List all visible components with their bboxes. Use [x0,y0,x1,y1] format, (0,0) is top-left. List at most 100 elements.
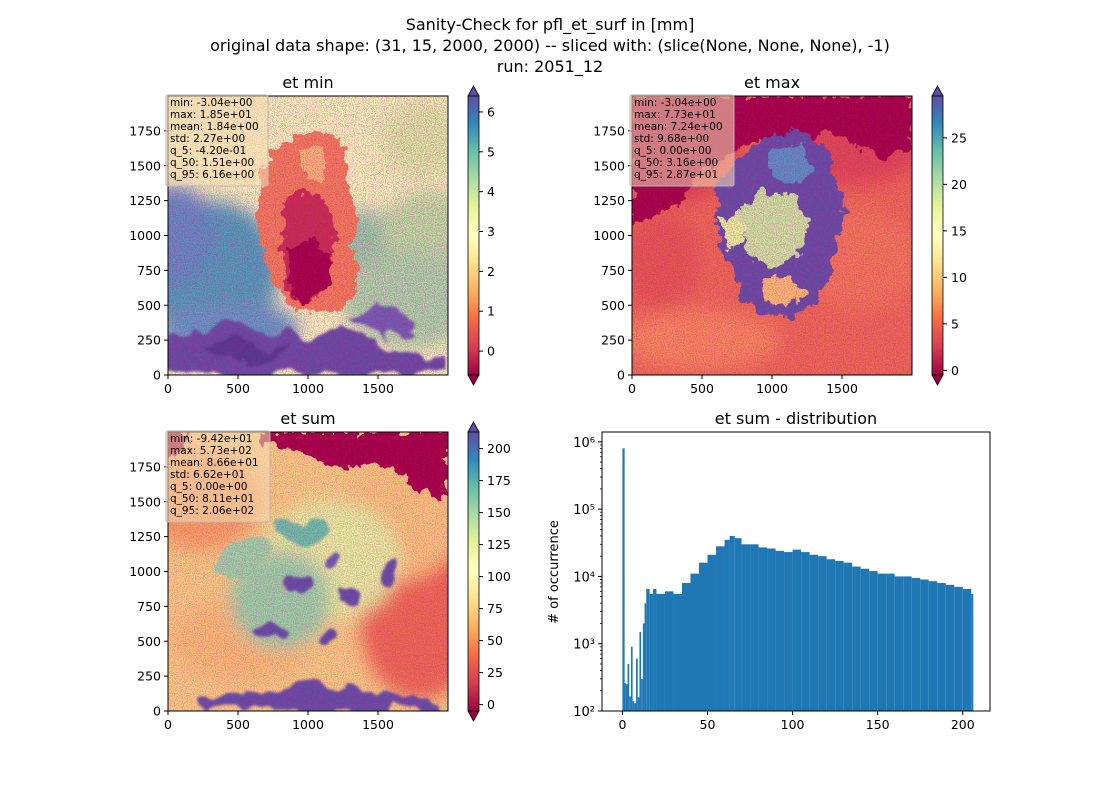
histogram-bar [649,593,654,711]
histogram-bar [903,576,912,711]
suptitle-line2: original data shape: (31, 15, 2000, 2000… [210,36,890,55]
histogram-bar [869,571,878,711]
panel-title: et sum [280,409,335,428]
histogram-bar [860,568,870,711]
colorbar-tick-label: 50 [487,633,503,648]
y-tick-label: 1750 [129,123,161,138]
colorbar-extend-min [467,710,480,722]
histogram-bar [920,579,929,711]
x-tick-label: 0 [164,381,172,396]
stats-line: std: 9.68e+00 [634,133,709,145]
y-tick-label: 500 [137,298,161,313]
stats-line: max: 7.73e+01 [634,109,716,121]
x-tick-label: 1500 [362,381,394,396]
y-tick-label: 10⁶ [573,436,595,451]
histogram-bar [632,701,635,711]
y-tick-label: 1750 [129,459,161,474]
y-tick-label: 0 [153,368,161,383]
y-axis: 0 250 500 750 1000 1250 1500 1750 [129,123,168,383]
y-tick-label: 250 [601,333,625,348]
histogram-bar [707,554,717,711]
x-tick-label: 1000 [756,381,788,396]
histogram-bar [734,538,742,711]
stats-line: std: 6.62e+01 [170,469,245,481]
y-tick-label: 1250 [593,193,625,208]
stats-line: q_5: 0.00e+00 [170,481,247,493]
y-tick-label: 1000 [129,228,161,243]
stats-line: mean: 7.24e+00 [634,121,723,133]
colorbar-tick-label: 25 [951,130,967,145]
colorbar-tick-label: 0 [487,697,495,712]
colorbar: 0 1 2 3 4 5 6 [467,85,495,386]
stats-line: min: -3.04e+00 [634,97,716,109]
stats-line: q_95: 2.06e+02 [170,505,254,517]
histogram-bar [664,591,674,711]
histogram-bar [792,549,802,711]
colorbar: 0 25 50 75 100 125 150 175 200 [467,421,511,722]
stats-line: min: -9.42e+01 [170,433,252,445]
colorbar-tick-label: 0 [487,344,495,359]
stats-line: q_95: 2.87e+01 [634,169,718,181]
x-axis: 0 500 1000 1500 [164,375,394,396]
colorbar-tick-label: 25 [487,665,503,680]
stats-line: q_5: -4.20e-01 [170,145,246,157]
y-tick-label: 1000 [593,228,625,243]
x-tick-label: 1500 [826,381,858,396]
histogram-bar [624,683,626,711]
stats-line: mean: 1.84e+00 [170,121,259,133]
y-axis: 10² 10³ 10⁴ 10⁵ 10⁶ [573,436,602,720]
histogram-bar [911,577,921,711]
y-tick-label: 750 [137,599,161,614]
y-axis: 0 250 500 750 1000 1250 1500 1750 [129,459,168,719]
histogram-bar [809,554,819,711]
y-tick-label: 750 [601,263,625,278]
histogram-bar [639,631,642,711]
stats-line: q_5: 0.00e+00 [634,145,711,157]
colorbar-tick-label: 0 [951,363,959,378]
y-tick-label: 500 [601,298,625,313]
x-tick-label: 200 [951,717,975,732]
colorbar-extend-max [467,85,480,97]
histogram-bar [971,593,974,711]
y-tick-label: 10⁴ [573,570,595,585]
colorbar-tick-label: 100 [487,569,511,584]
stats-line: q_50: 3.16e+00 [634,157,718,169]
colorbar-tick-label: 3 [487,224,495,239]
panel-et-sum: et sum [129,409,511,732]
histogram-bar [699,562,708,711]
histogram-bar [928,581,938,711]
histogram-bar [637,697,640,711]
histogram-bar [673,593,682,711]
colorbar-tick-label: 10 [951,270,967,285]
colorbar-extend-min [467,374,480,386]
y-tick-label: 500 [137,634,161,649]
stats-line: q_95: 6.16e+00 [170,169,254,181]
colorbar-tick-label: 15 [951,223,967,238]
histogram-bar [852,566,861,711]
histogram-bar [642,623,645,711]
y-tick-label: 10² [573,705,595,720]
y-tick-label: 1750 [593,123,625,138]
panel-title: et min [282,73,333,92]
histogram-bar [758,547,768,711]
histogram-bar [622,448,625,711]
colorbar-tick-label: 1 [487,304,495,319]
stats-line: max: 5.73e+02 [170,445,252,457]
histogram-bar [629,696,631,711]
stats-line: std: 2.27e+00 [170,133,245,145]
stats-line: q_50: 1.51e+00 [170,157,254,169]
x-tick-label: 1000 [292,381,324,396]
histogram-bar [894,576,904,711]
x-tick-label: 0 [618,717,626,732]
x-tick-label: 0 [164,717,172,732]
x-tick-label: 1500 [362,717,394,732]
histogram-bar [818,556,827,711]
y-tick-label: 250 [137,333,161,348]
suptitle-line3: run: 2051_12 [497,57,603,77]
histogram-bar [826,559,836,711]
x-axis: 0 500 1000 1500 [628,375,858,396]
